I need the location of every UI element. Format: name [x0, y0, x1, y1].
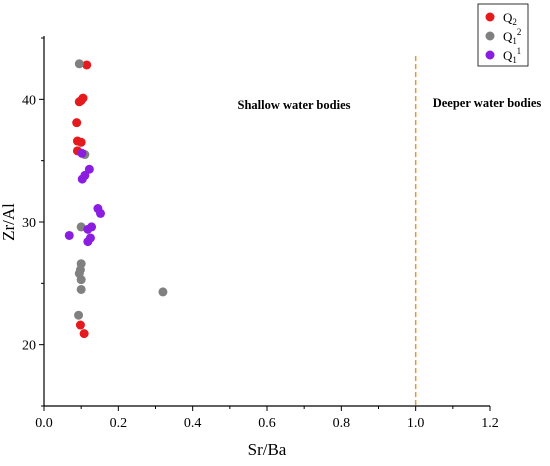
data-point: [83, 237, 93, 247]
x-tick-label: 0.8: [333, 416, 351, 431]
data-point: [64, 230, 74, 240]
y-tick-label: 30: [22, 216, 36, 231]
data-point: [79, 329, 89, 339]
data-point: [77, 174, 87, 184]
data-point: [158, 287, 168, 297]
data-point: [95, 208, 105, 218]
legend-marker: [485, 31, 495, 41]
annotations: Shallow water bodies Deeper water bodies: [238, 56, 542, 406]
x-tick-label: 0.2: [110, 416, 128, 431]
annotation-deeper: Deeper water bodies: [433, 96, 542, 110]
axes: 0.0 0.2 0.4 0.6 0.8 1.0 1.2 20 30 40 Sr/Ba Zr/Al: [0, 36, 499, 459]
data-point: [77, 148, 87, 158]
x-tick-label: 0.6: [258, 416, 276, 431]
data-point: [75, 320, 85, 330]
data-point: [76, 275, 86, 285]
legend-label: Q12: [503, 27, 521, 46]
legend-label: Q2: [503, 10, 517, 27]
y-tick-label: 40: [22, 93, 36, 108]
data-point: [76, 137, 86, 147]
data-point: [76, 284, 86, 294]
series-q1-1: [64, 148, 105, 247]
data-point: [74, 310, 84, 320]
data-point: [74, 97, 84, 107]
annotation-shallow: Shallow water bodies: [238, 98, 351, 112]
plot-area: [64, 59, 168, 339]
legend-marker: [485, 12, 495, 22]
data-point: [82, 60, 92, 70]
series-q2: [72, 60, 92, 339]
x-tick-label: 0.4: [184, 416, 202, 431]
legend-label: Q11: [503, 46, 521, 65]
x-tick-label: 1.0: [407, 416, 425, 431]
series-q1-2: [74, 59, 168, 320]
data-point: [87, 222, 97, 232]
x-axis-title: Sr/Ba: [248, 440, 287, 459]
legend-marker: [485, 50, 495, 60]
data-point: [74, 59, 84, 69]
data-point: [72, 118, 82, 128]
x-tick-label: 0.0: [35, 416, 53, 431]
x-tick-label: 1.2: [481, 416, 499, 431]
y-axis-title: Zr/Al: [0, 203, 18, 241]
y-tick-label: 20: [22, 339, 36, 354]
